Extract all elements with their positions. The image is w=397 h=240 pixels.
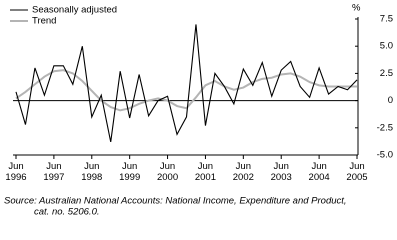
x-tick-label: Jun 2002 [233, 161, 254, 183]
x-tick-label: Jun 2001 [195, 161, 216, 183]
y-tick-label: 0 [388, 95, 393, 106]
x-tick-label: Jun 2000 [157, 161, 178, 183]
source-note: Source: Australian National Accounts: Na… [4, 196, 347, 207]
legend-label: Trend [32, 16, 56, 27]
x-tick-label: Jun 1998 [81, 161, 102, 183]
y-tick-label: -2.5 [377, 122, 393, 133]
x-tick-label: Jun 1996 [5, 161, 26, 183]
x-tick-label: Jun 1997 [43, 161, 64, 183]
legend-label: Seasonally adjusted [32, 5, 117, 16]
y-tick-label: -5.0 [377, 150, 393, 161]
x-tick-label: Jun 1999 [119, 161, 140, 183]
x-tick-label: Jun 2003 [271, 161, 292, 183]
source-note: cat. no. 5206.0. [34, 207, 100, 218]
chart: % 7.5 5.0 2.5 0 -2.5 -5.0 Jun 1996 Jun 1997 Jun 199… [4, 3, 393, 218]
y-tick-label: 7.5 [380, 14, 393, 25]
y-unit: % [352, 3, 361, 14]
x-tick-label: Jun 2005 [346, 161, 367, 183]
y-tick-label: 5.0 [380, 41, 393, 52]
x-tick-label: Jun 2004 [309, 161, 330, 183]
y-tick-label: 2.5 [380, 68, 393, 79]
series-line [15, 24, 358, 143]
series-line [15, 69, 357, 112]
